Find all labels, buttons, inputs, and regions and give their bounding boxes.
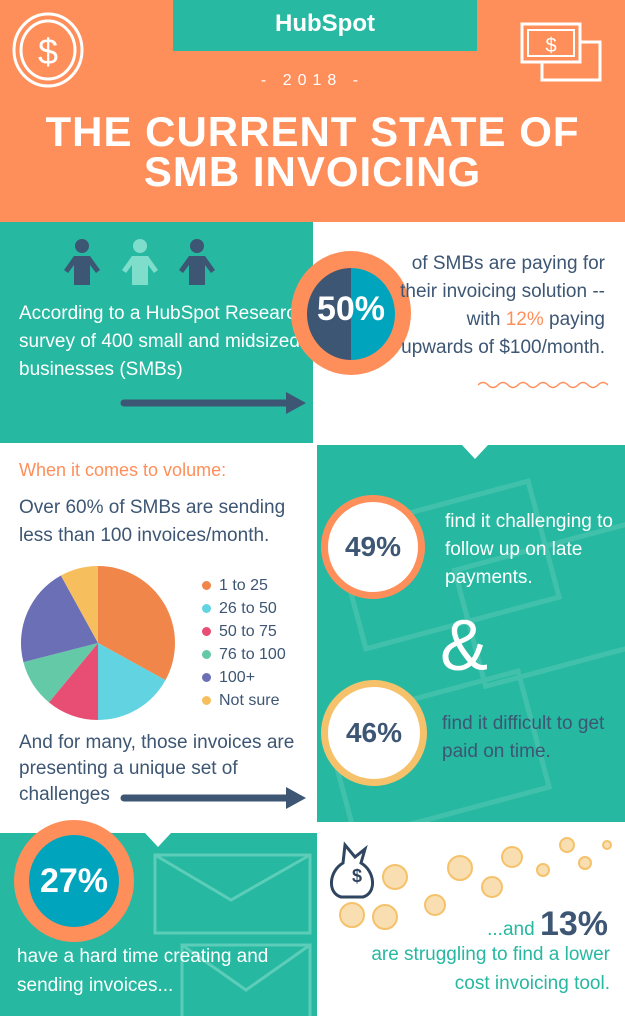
svg-text:$: $ — [352, 866, 362, 886]
legend-dot — [202, 581, 211, 590]
pie-slice-26-to-50 — [98, 643, 166, 720]
intro-text: According to a HubSpot Research survey o… — [19, 303, 307, 380]
challenges-text: And for many, those invoices are present… — [19, 732, 295, 805]
legend-item: 76 to 100 — [202, 643, 286, 666]
legend-label: 26 to 50 — [219, 600, 277, 617]
legend-label: 50 to 75 — [219, 623, 277, 640]
stat-13-text: are struggling to find a lower cost invo… — [371, 944, 610, 994]
title-line-2: SMB INVOICING — [143, 148, 482, 195]
pie-slice-50-to-75 — [48, 643, 98, 720]
coin-icon: $ — [12, 12, 84, 88]
arrow-right-icon — [120, 392, 306, 414]
stat-49-circle: 49% — [321, 495, 425, 599]
stat-13-line: ...and 13% — [487, 905, 608, 943]
envelope-background-icon — [145, 833, 312, 1016]
money-background-pattern — [321, 445, 625, 822]
legend-item: Not sure — [202, 689, 286, 712]
legend-dot — [202, 604, 211, 613]
year-label: - 2018 - — [260, 72, 365, 89]
pie-chart — [20, 566, 176, 720]
volume-text: Over 60% of SMBs are sending less than 1… — [19, 497, 286, 546]
stat-13-value: 13% — [539, 905, 608, 943]
ampersand: & — [440, 606, 489, 686]
pie-slice-1-to-25 — [98, 566, 176, 681]
legend-dot — [202, 673, 211, 682]
stat-50-text: of SMBs are paying for their invoicing s… — [400, 253, 605, 358]
legend-label: 76 to 100 — [219, 646, 286, 663]
legend-label: 1 to 25 — [219, 577, 268, 594]
pie-slice-76-to-100 — [23, 643, 98, 703]
stat-46-circle: 46% — [321, 680, 427, 786]
legend-dot — [202, 627, 211, 636]
title-line-1: THE CURRENT STATE OF — [45, 108, 580, 155]
legend-label: 100+ — [219, 669, 256, 686]
hubspot-logo: HubSpot — [173, 0, 477, 51]
bills-icon: $ — [520, 22, 602, 82]
pie-slice-100- — [20, 575, 98, 663]
money-bag-coins-icon: $ — [330, 837, 612, 930]
pie-legend: 1 to 25 26 to 50 50 to 75 76 to 100 100+ Not … — [202, 574, 286, 712]
people-icon — [64, 239, 215, 285]
pie-slice-not-sure — [60, 566, 98, 643]
stat-50-circle — [291, 251, 411, 375]
legend-item: 1 to 25 — [202, 574, 286, 597]
legend-dot — [202, 696, 211, 705]
stat-27-text: have a hard time creating and sending in… — [17, 946, 269, 996]
stat-27-circle: 27% — [14, 820, 134, 942]
page-title: THE CURRENT STATE OF SMB INVOICING — [0, 108, 625, 195]
svg-text:$: $ — [38, 31, 58, 72]
stat-46-text: find it difficult to get paid on time. — [442, 713, 605, 762]
stat-49-text: find it challenging to follow up on late… — [445, 511, 613, 588]
arrow-right-icon — [120, 787, 306, 809]
legend-label: Not sure — [219, 692, 280, 709]
wavy-underline — [478, 381, 608, 389]
volume-heading: When it comes to volume: — [19, 460, 227, 480]
svg-text:$: $ — [545, 35, 556, 57]
legend-item: 100+ — [202, 666, 286, 689]
legend-item: 50 to 75 — [202, 620, 286, 643]
legend-item: 26 to 50 — [202, 597, 286, 620]
stat-50-value: 50% — [316, 290, 386, 328]
legend-dot — [202, 650, 211, 659]
